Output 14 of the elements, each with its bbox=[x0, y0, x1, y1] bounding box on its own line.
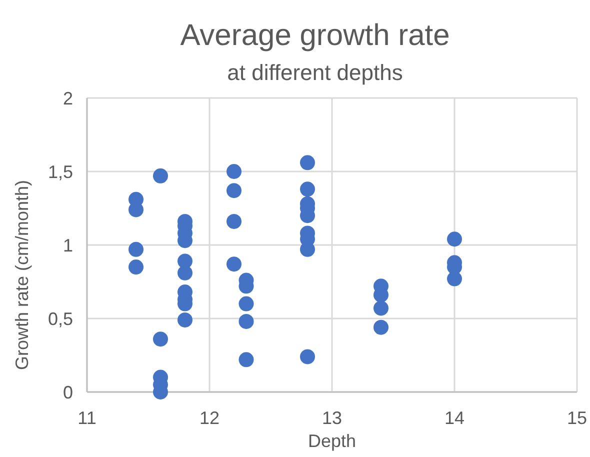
x-tick-label: 11 bbox=[78, 408, 96, 428]
y-tick-label: 1 bbox=[62, 235, 73, 256]
chart-title: Average growth rate bbox=[180, 19, 450, 52]
y-tick-label: 0,5 bbox=[48, 308, 73, 329]
y-tick-label: 2 bbox=[62, 88, 73, 108]
y-axis-title: Growth rate (cm/month) bbox=[12, 180, 32, 370]
y-tick-label: 1,5 bbox=[48, 162, 73, 182]
chart-subtitle: at different depths bbox=[227, 60, 403, 85]
y-tick-label: 0 bbox=[62, 382, 73, 402]
x-tick-label: 12 bbox=[199, 408, 220, 428]
x-tick-label: 15 bbox=[566, 408, 588, 428]
x-tick-label: 13 bbox=[322, 408, 342, 428]
x-tick-label: 14 bbox=[444, 408, 465, 428]
x-axis-title: Depth bbox=[308, 431, 356, 451]
